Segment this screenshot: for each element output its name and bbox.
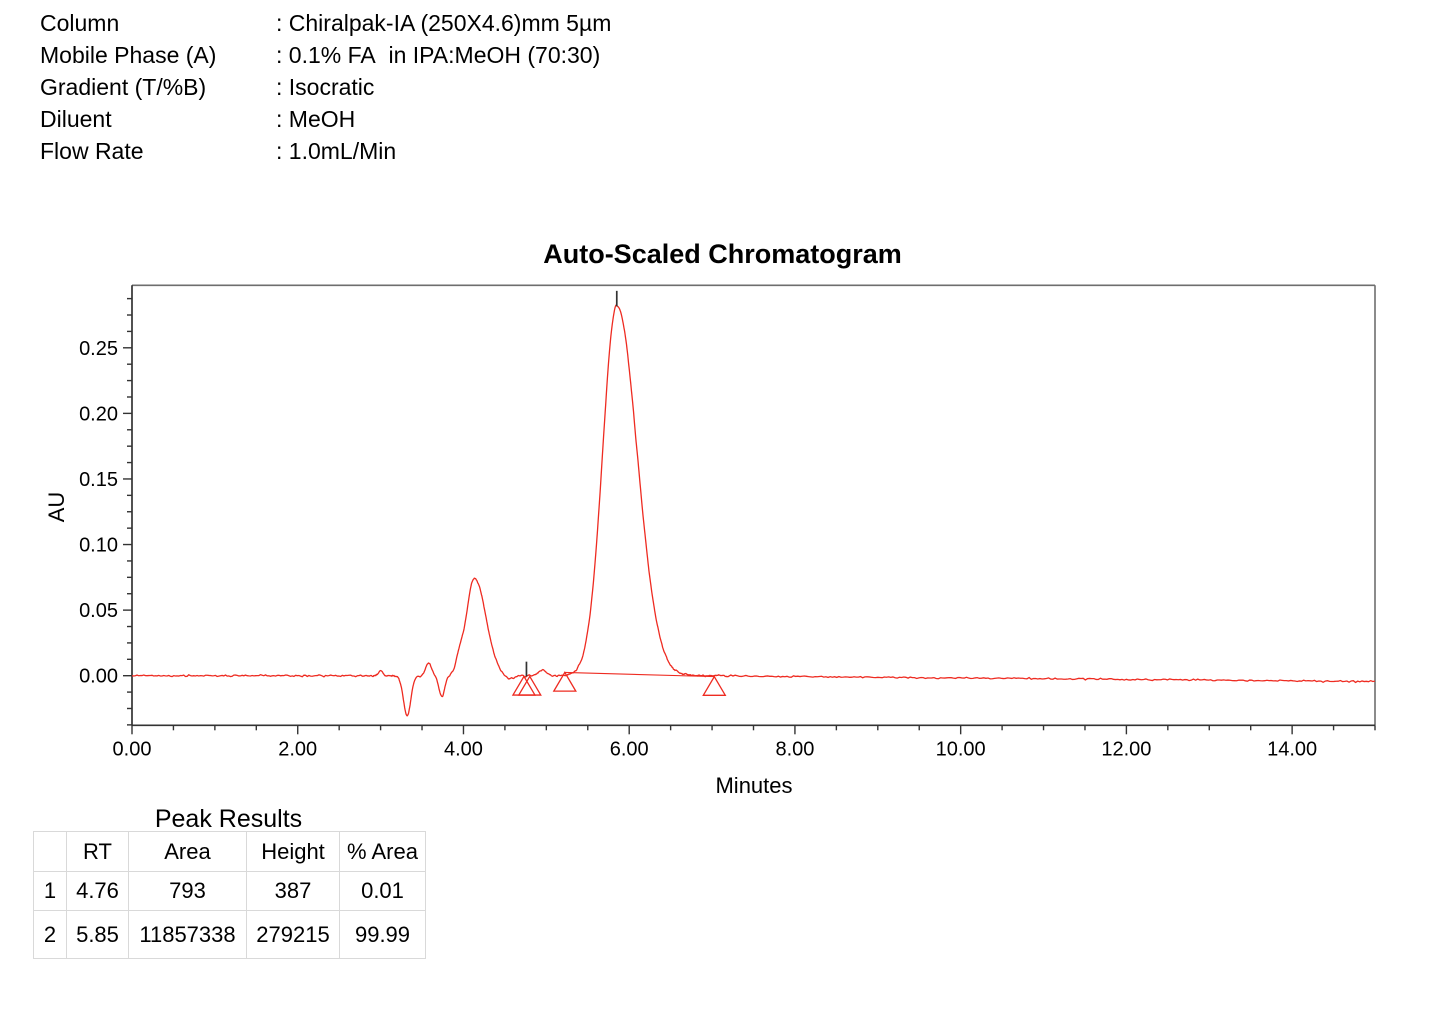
svg-text:0.10: 0.10	[79, 535, 118, 557]
svg-text:4.00: 4.00	[444, 738, 483, 760]
svg-text:8.00: 8.00	[775, 738, 814, 760]
svg-text:10.00: 10.00	[936, 738, 986, 760]
svg-text:2.00: 2.00	[278, 738, 317, 760]
svg-text:12.00: 12.00	[1101, 738, 1151, 760]
svg-text:0.05: 0.05	[79, 600, 118, 622]
svg-text:0.00: 0.00	[79, 666, 118, 688]
svg-text:0.00: 0.00	[113, 738, 152, 760]
svg-text:6.00: 6.00	[610, 738, 649, 760]
svg-text:0.20: 0.20	[79, 403, 118, 425]
svg-text:0.15: 0.15	[79, 469, 118, 491]
svg-text:14.00: 14.00	[1267, 738, 1317, 760]
svg-text:0.25: 0.25	[79, 338, 118, 360]
